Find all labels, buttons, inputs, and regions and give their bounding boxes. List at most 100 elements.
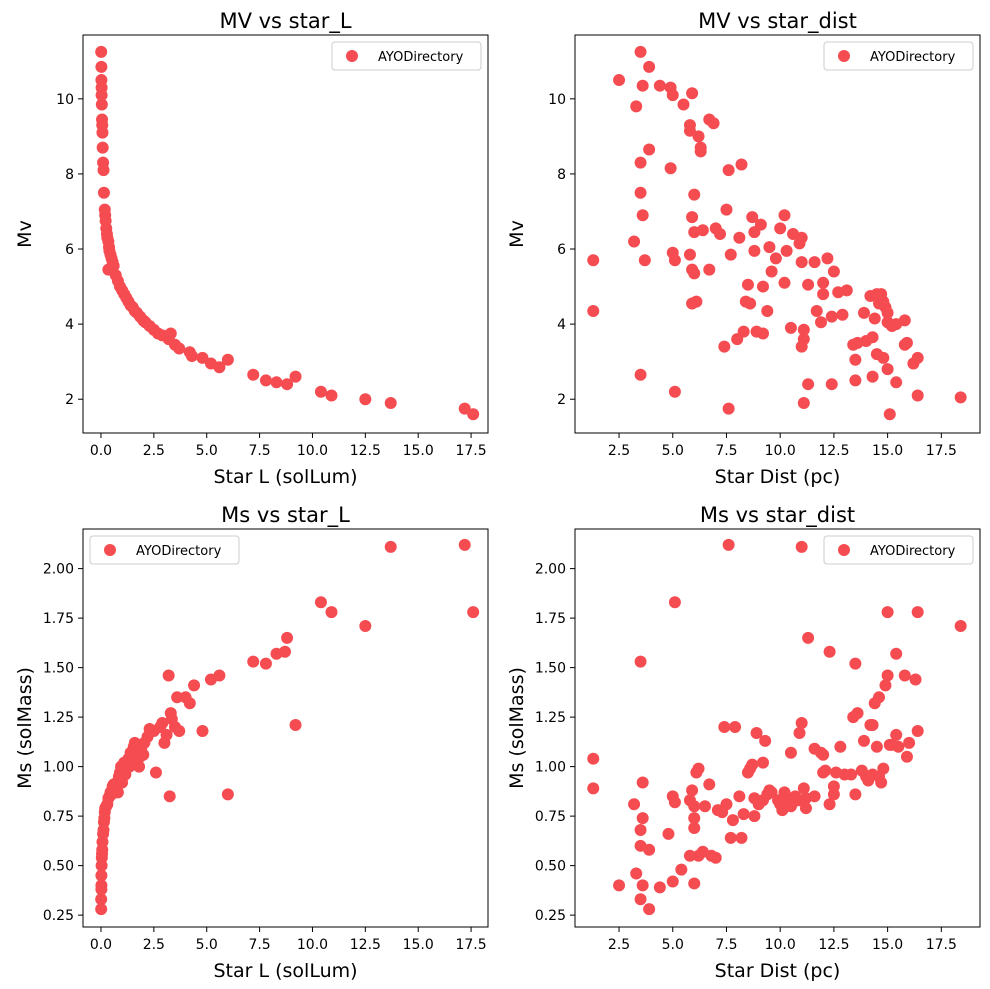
data-point [628, 235, 641, 248]
data-point [636, 879, 649, 892]
data-point [221, 788, 234, 801]
legend-box [89, 535, 240, 565]
data-point [903, 736, 916, 749]
x-tick-label: 5.0 [196, 937, 218, 953]
data-point [821, 252, 834, 265]
x-tick-label: 5.0 [196, 443, 218, 459]
chart-title: Ms vs star_L [221, 503, 350, 528]
data-point [634, 893, 647, 906]
data-point [325, 606, 338, 619]
data-point [677, 98, 690, 111]
data-point [164, 327, 177, 340]
legend: AYODirectory [823, 535, 974, 565]
data-point [911, 724, 924, 737]
data-point [761, 304, 774, 317]
y-tick-label: 1.50 [43, 661, 74, 677]
plot-frame [82, 34, 489, 434]
legend-box [823, 41, 974, 71]
data-point [156, 717, 169, 730]
data-point [802, 378, 815, 391]
data-point [628, 798, 641, 811]
data-point [733, 790, 746, 803]
data-point [97, 164, 110, 177]
data-point [171, 691, 184, 704]
x-tick-label: 7.5 [248, 443, 270, 459]
y-tick-label: 1.25 [43, 710, 74, 726]
chart-panel-4: Ms vs star_dist Star Dist (pc) Ms (solMass… [506, 503, 981, 982]
x-tick-label: 2.5 [143, 443, 165, 459]
data-point [688, 800, 701, 813]
y-tick-label: 2 [557, 392, 566, 408]
data-point [741, 278, 754, 291]
y-tick-label: 0.75 [535, 809, 566, 825]
data-point [259, 374, 272, 387]
data-point [797, 782, 810, 795]
data-point [686, 87, 699, 100]
data-point [221, 353, 234, 366]
data-point [845, 768, 858, 781]
data-point [819, 764, 832, 777]
data-point [281, 631, 294, 644]
chart-panel-1: MV vs star_L Star L (solLum) Mv 0.0 2.5 5.0 7.… [14, 9, 489, 488]
data-point [868, 312, 881, 325]
plot-frame [82, 528, 489, 928]
data-point [849, 374, 862, 387]
data-point [247, 655, 260, 668]
x-tick-label: 5.0 [662, 443, 684, 459]
data-point [797, 396, 810, 409]
data-point [630, 867, 643, 880]
data-point [898, 669, 911, 682]
x-tick-label: 10.0 [765, 937, 796, 953]
data-point [726, 814, 739, 827]
data-point [774, 222, 787, 235]
data-point [877, 762, 890, 775]
data-point [817, 748, 830, 761]
data-point [173, 724, 186, 737]
data-point [722, 164, 735, 177]
data-point [808, 256, 821, 269]
data-point [849, 353, 862, 366]
data-point [780, 244, 793, 257]
data-point [797, 323, 810, 336]
y-tick-label: 2 [65, 392, 74, 408]
data-point [664, 162, 677, 175]
data-point [825, 378, 838, 391]
legend-marker [838, 544, 850, 556]
legend-marker [346, 50, 358, 62]
data-point [795, 256, 808, 269]
data-point [746, 758, 759, 771]
data-point [587, 752, 600, 765]
x-tick-label: 5.0 [662, 937, 684, 953]
data-point [688, 812, 701, 825]
plot-frame [574, 528, 981, 928]
data-point [703, 263, 716, 276]
data-point [95, 893, 108, 906]
y-tick-label: 0.25 [535, 908, 566, 924]
data-point [634, 368, 647, 381]
data-point [196, 351, 209, 364]
data-point [784, 746, 797, 759]
data-point [823, 645, 836, 658]
data-point [703, 778, 716, 791]
data-point [881, 669, 894, 682]
data-point [634, 45, 647, 58]
data-point [289, 719, 302, 732]
data-point [900, 750, 913, 763]
data-point [613, 879, 626, 892]
data-point [95, 98, 108, 111]
data-point [653, 881, 666, 894]
data-point [911, 351, 924, 364]
data-point [802, 631, 815, 644]
data-point [817, 276, 830, 289]
data-point [137, 748, 150, 761]
x-tick-label: 10.0 [297, 937, 328, 953]
data-point [467, 606, 480, 619]
data-point [877, 351, 890, 364]
y-tick-label: 6 [557, 242, 566, 258]
data-point [834, 740, 847, 753]
data-point [692, 762, 705, 775]
data-point [808, 790, 821, 803]
chart-panel-2: MV vs star_dist Star Dist (pc) Mv 2.5 5.0 7.5… [506, 9, 981, 488]
data-point [636, 776, 649, 789]
data-point [688, 188, 701, 201]
